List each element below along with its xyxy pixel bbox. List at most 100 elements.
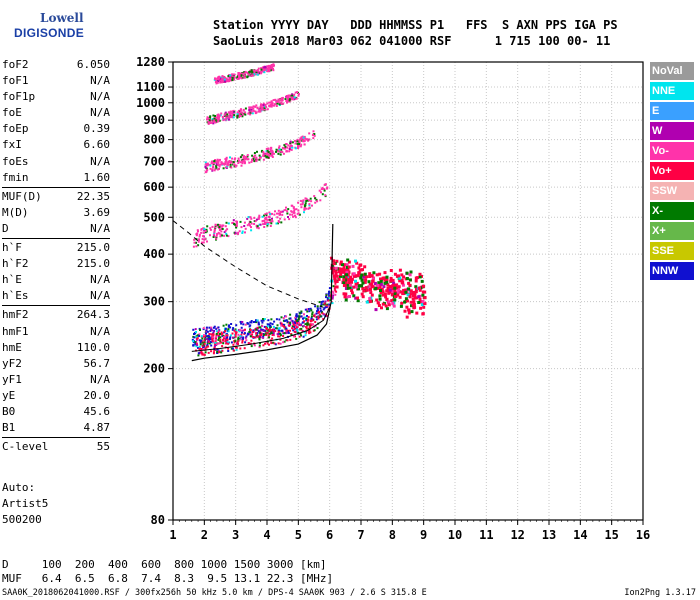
param-value: 110.0 bbox=[76, 340, 110, 354]
echo-point bbox=[253, 216, 256, 219]
echo-point bbox=[292, 323, 295, 326]
echo-point bbox=[215, 343, 218, 346]
echo-point bbox=[312, 130, 315, 133]
echo-point bbox=[273, 64, 275, 67]
echo-point bbox=[224, 229, 227, 232]
echo-point bbox=[271, 220, 274, 223]
echo-point bbox=[269, 322, 272, 325]
echo-point bbox=[405, 277, 409, 280]
echo-point bbox=[263, 333, 265, 336]
echo-point bbox=[334, 274, 338, 278]
echo-point bbox=[206, 330, 209, 333]
echo-point bbox=[215, 117, 218, 120]
echo-point bbox=[272, 99, 275, 102]
echo-point bbox=[231, 157, 234, 160]
echo-point bbox=[332, 294, 335, 297]
echo-point bbox=[334, 282, 337, 285]
echo-point bbox=[237, 336, 240, 339]
echo-point bbox=[318, 301, 321, 304]
echo-point bbox=[356, 274, 360, 278]
echo-point bbox=[335, 259, 339, 263]
param-row: M(D) 3.69 bbox=[2, 205, 110, 221]
echo-point bbox=[346, 275, 350, 279]
param-name: h`F2 bbox=[2, 257, 29, 271]
echo-point bbox=[267, 147, 270, 150]
echo-point bbox=[272, 63, 275, 66]
echo-point bbox=[411, 291, 415, 294]
echo-point bbox=[200, 348, 203, 350]
echo-point bbox=[215, 79, 218, 82]
echo-point bbox=[332, 262, 336, 266]
echo-point bbox=[286, 339, 289, 342]
echo-point bbox=[249, 74, 252, 77]
param-row: MUF(D) 22.35 bbox=[2, 189, 110, 205]
echo-point bbox=[287, 332, 290, 334]
header-line2: SaoLuis 2018 Mar03 062 041000 RSF 1 715 … bbox=[213, 34, 611, 48]
echo-point bbox=[309, 320, 312, 323]
echo-point bbox=[243, 225, 246, 227]
echo-point bbox=[196, 337, 198, 340]
echo-point bbox=[295, 318, 297, 321]
x-tick-label: 2 bbox=[201, 528, 208, 542]
echo-point bbox=[273, 342, 276, 345]
echo-point bbox=[339, 272, 343, 276]
echo-point bbox=[241, 111, 244, 114]
echo-point bbox=[230, 347, 233, 350]
echo-point bbox=[265, 221, 268, 224]
echo-point bbox=[254, 72, 257, 75]
echo-point bbox=[201, 353, 204, 356]
echo-point bbox=[294, 216, 297, 219]
echo-point bbox=[302, 335, 305, 338]
echo-point bbox=[279, 212, 281, 215]
logo-line2: DIGISONDE bbox=[14, 26, 85, 40]
echo-point bbox=[309, 197, 312, 200]
echo-point bbox=[241, 230, 244, 233]
echo-point bbox=[285, 96, 288, 99]
echo-point bbox=[299, 316, 302, 319]
echo-point bbox=[361, 295, 365, 299]
echo-point bbox=[397, 274, 400, 278]
echo-point bbox=[318, 313, 321, 316]
echo-point bbox=[398, 268, 402, 272]
param-name: hmF1 bbox=[2, 324, 29, 338]
echo-point bbox=[421, 312, 425, 316]
echo-point bbox=[265, 212, 268, 215]
echo-point bbox=[265, 147, 268, 150]
echo-point bbox=[213, 117, 216, 120]
echo-point bbox=[383, 292, 387, 296]
echo-point bbox=[283, 319, 286, 322]
echo-point bbox=[217, 223, 219, 226]
echo-point bbox=[212, 333, 215, 336]
echo-point bbox=[244, 323, 247, 326]
echo-point bbox=[310, 324, 313, 327]
echo-point bbox=[235, 329, 238, 332]
echo-point bbox=[305, 326, 308, 328]
param-value: 215.0 bbox=[76, 241, 110, 255]
echo-point bbox=[262, 152, 265, 155]
echo-point bbox=[325, 304, 328, 307]
echo-point bbox=[204, 230, 207, 232]
echo-point bbox=[295, 97, 298, 100]
echo-point bbox=[356, 299, 360, 303]
echo-point bbox=[214, 115, 217, 117]
echo-point bbox=[205, 228, 208, 231]
echo-point bbox=[251, 154, 254, 157]
echo-point bbox=[268, 330, 271, 333]
x-tick-label: 6 bbox=[326, 528, 333, 542]
echo-point bbox=[389, 276, 393, 280]
echo-point bbox=[418, 275, 422, 279]
echo-point bbox=[264, 217, 267, 220]
echo-point bbox=[293, 210, 296, 213]
echo-point bbox=[265, 67, 268, 70]
polarization-legend: NoVal NNE E W Vo- Vo+ SSW X- X+ SSE NNW bbox=[650, 62, 694, 282]
echo-point bbox=[231, 222, 234, 224]
echo-point bbox=[417, 295, 421, 299]
echo-point bbox=[295, 326, 298, 329]
echo-point bbox=[251, 106, 254, 109]
echo-point bbox=[205, 230, 208, 233]
echo-point bbox=[331, 271, 335, 275]
echo-point bbox=[292, 98, 295, 101]
echo-point bbox=[345, 273, 349, 277]
echo-point bbox=[256, 329, 259, 331]
echo-point bbox=[202, 235, 205, 238]
